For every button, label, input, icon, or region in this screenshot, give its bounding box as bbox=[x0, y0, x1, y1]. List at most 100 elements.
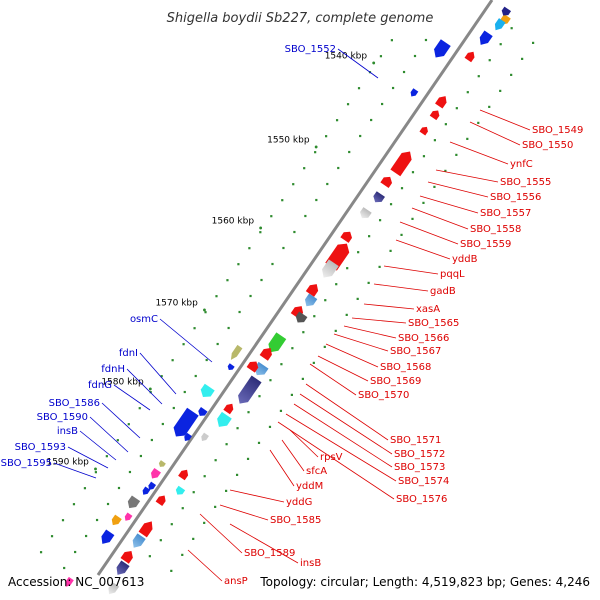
reverse-gene-label: yddB bbox=[452, 254, 478, 265]
reverse-gene-label: ansP bbox=[224, 576, 248, 587]
track-dot bbox=[279, 409, 283, 412]
leader-line bbox=[139, 352, 177, 395]
reverse-gene-label: SBO_1565 bbox=[408, 318, 459, 329]
gene-feature bbox=[111, 514, 122, 526]
leader-line bbox=[53, 462, 97, 479]
track-dot bbox=[246, 457, 250, 460]
accession-text: Accession: NC_007613 bbox=[8, 575, 144, 589]
gene-arrow bbox=[501, 6, 512, 16]
track-dot bbox=[357, 251, 360, 254]
gene-feature bbox=[268, 332, 287, 353]
leader-line bbox=[317, 355, 369, 382]
leader-line bbox=[337, 48, 379, 79]
track-dot bbox=[181, 553, 184, 556]
track-dot bbox=[531, 41, 535, 44]
track-dot bbox=[74, 550, 77, 554]
track-dot bbox=[378, 265, 381, 268]
track-dot bbox=[335, 119, 339, 122]
track-dot bbox=[477, 121, 480, 124]
gene-arrow bbox=[200, 383, 215, 398]
gene-feature bbox=[200, 383, 215, 398]
leader-line bbox=[305, 383, 389, 441]
leader-line bbox=[325, 343, 379, 368]
track-dot bbox=[367, 281, 370, 284]
leader-line bbox=[309, 363, 357, 396]
leader-line bbox=[449, 141, 509, 165]
track-dot bbox=[326, 182, 329, 186]
leader-line bbox=[419, 195, 479, 214]
leader-line bbox=[289, 429, 319, 458]
track-dot bbox=[238, 310, 241, 314]
track-dot bbox=[117, 486, 121, 490]
gene-arrow bbox=[230, 344, 243, 360]
gene-feature bbox=[305, 284, 319, 297]
gene-feature bbox=[223, 403, 234, 415]
track-dot bbox=[204, 311, 207, 314]
reverse-gene-label: SBO_1589 bbox=[244, 548, 295, 559]
leader-line bbox=[427, 181, 489, 198]
forward-gene-label: fdnI bbox=[119, 348, 138, 359]
gene-feature bbox=[434, 39, 451, 58]
track-dot bbox=[313, 315, 316, 318]
forward-gene-label: SBO_1586 bbox=[49, 398, 100, 409]
track-dot bbox=[192, 491, 195, 494]
gene-arrow bbox=[217, 411, 232, 427]
track-dot bbox=[455, 107, 458, 110]
track-dot bbox=[269, 379, 272, 382]
gene-feature bbox=[246, 361, 259, 373]
gene-feature bbox=[501, 6, 512, 16]
track-dot bbox=[116, 439, 119, 442]
track-dot bbox=[378, 219, 382, 222]
gene-feature bbox=[494, 18, 506, 31]
track-dot bbox=[159, 539, 162, 542]
gene-feature bbox=[419, 126, 428, 136]
track-dot bbox=[270, 215, 273, 218]
track-dot bbox=[83, 487, 87, 490]
track-dot bbox=[312, 361, 315, 364]
gene-arrow bbox=[127, 495, 141, 509]
leader-line bbox=[293, 403, 393, 468]
gene-feature bbox=[360, 207, 372, 219]
reverse-gene-label: SBO_1573 bbox=[394, 462, 445, 473]
forward-gene-label: fdnG bbox=[88, 380, 112, 391]
gene-arrow bbox=[246, 361, 259, 373]
scale-tick-label: 1560 kbp bbox=[212, 216, 255, 226]
gene-feature bbox=[132, 533, 146, 548]
leader-line bbox=[383, 265, 439, 275]
track-dot bbox=[182, 343, 185, 346]
scale-tick-mark bbox=[203, 308, 206, 312]
track-dot bbox=[258, 395, 261, 398]
gene-arrow bbox=[198, 407, 208, 416]
gene-arrow bbox=[120, 550, 133, 564]
track-dot bbox=[291, 347, 294, 350]
track-dot bbox=[323, 345, 326, 348]
gene-arrow bbox=[254, 361, 269, 376]
leader-line bbox=[229, 489, 285, 503]
reverse-gene-label: xasA bbox=[416, 304, 440, 315]
gene-feature bbox=[138, 521, 153, 538]
track-dot bbox=[444, 123, 447, 126]
gene-arrow bbox=[429, 110, 440, 121]
gene-feature bbox=[410, 88, 419, 97]
gene-feature bbox=[238, 375, 262, 404]
gene-feature bbox=[150, 467, 161, 479]
forward-gene-label: SBO_1593 bbox=[15, 442, 66, 453]
track-dot bbox=[171, 359, 174, 362]
gene-feature bbox=[142, 486, 151, 495]
track-dot bbox=[292, 183, 295, 186]
track-dot bbox=[433, 185, 436, 188]
reverse-gene-label: ynfC bbox=[510, 159, 533, 170]
scale-tick-label: 1580 kbp bbox=[101, 377, 144, 387]
gene-arrow bbox=[304, 293, 318, 307]
track-dot bbox=[105, 455, 108, 458]
track-dot bbox=[411, 171, 415, 174]
gene-arrow bbox=[111, 514, 122, 526]
leader-line bbox=[395, 239, 451, 260]
gene-feature bbox=[173, 407, 199, 437]
reverse-gene-label: SBO_1549 bbox=[532, 125, 583, 136]
gene-arrow bbox=[116, 560, 130, 575]
reverse-gene-label: SBO_1558 bbox=[470, 224, 521, 235]
leader-line bbox=[79, 430, 117, 461]
gene-arrow bbox=[322, 259, 339, 278]
track-dot bbox=[225, 489, 228, 492]
